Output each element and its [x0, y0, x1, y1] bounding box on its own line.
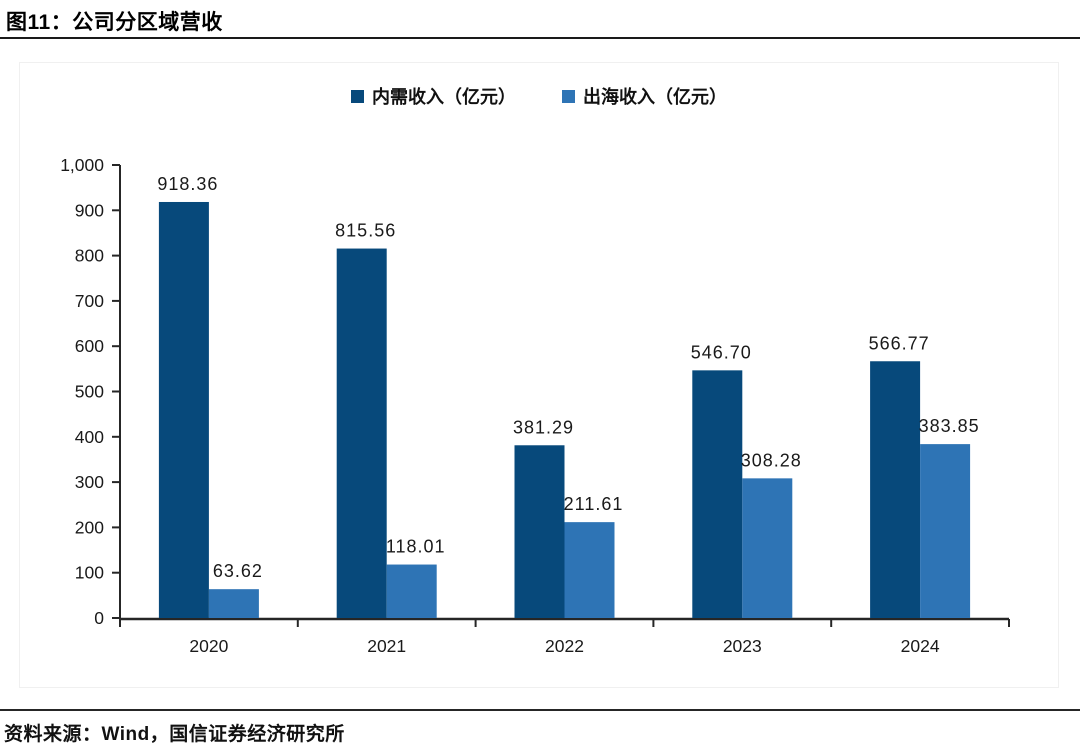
y-tick-label: 0	[94, 608, 104, 628]
x-category-label: 2020	[189, 636, 228, 656]
x-category-label: 2024	[901, 636, 940, 656]
data-label: 211.61	[564, 494, 624, 514]
data-label: 118.01	[386, 537, 446, 557]
legend-item: 内需收入（亿元）	[351, 83, 516, 109]
data-label: 566.77	[869, 333, 930, 353]
footer-divider	[0, 709, 1080, 711]
data-label: 381.29	[513, 417, 574, 437]
bar-内需收入（亿元）-2023	[692, 370, 743, 618]
y-tick-label: 200	[75, 517, 104, 537]
y-tick-label: 900	[75, 200, 104, 220]
data-label: 918.36	[157, 174, 218, 194]
source-note: 资料来源：Wind，国信证券经济研究所	[4, 724, 345, 745]
y-tick-label: 100	[75, 563, 104, 583]
chart-panel: 内需收入（亿元） 出海收入（亿元） 0 100 200 300 400 500 600 700 8…	[19, 62, 1059, 688]
data-label: 546.70	[691, 342, 752, 362]
bar-chart: 0 100 200 300 400 500 600 700 800 900 1,000 918.36 6…	[60, 155, 1010, 656]
x-category-label: 2023	[723, 636, 762, 656]
bar-内需收入（亿元）-2021	[336, 248, 387, 618]
y-tick-label: 700	[75, 291, 104, 311]
bar-出海收入（亿元）-2022	[564, 522, 615, 618]
y-tick-label: 500	[75, 382, 104, 402]
bar-内需收入（亿元）-2024	[870, 361, 921, 618]
y-tick-label: 600	[75, 336, 104, 356]
data-label: 383.85	[919, 416, 980, 436]
title-divider	[0, 37, 1080, 39]
bar-出海收入（亿元）-2023	[742, 478, 793, 618]
y-tick-label: 400	[75, 427, 104, 447]
legend-swatch	[562, 89, 575, 103]
bar-出海收入（亿元）-2021	[386, 564, 437, 618]
y-tick-label: 800	[75, 246, 104, 266]
bar-内需收入（亿元）-2020	[158, 201, 209, 619]
figure-title: 图11：公司分区域营收	[6, 11, 223, 34]
legend-swatch	[351, 89, 364, 103]
bar-出海收入（亿元）-2024	[920, 444, 971, 618]
legend-label: 出海收入（亿元）	[583, 87, 727, 107]
x-category-label: 2022	[545, 636, 584, 656]
data-label: 63.62	[213, 561, 263, 581]
y-tick-label: 300	[75, 472, 104, 492]
data-label: 815.56	[335, 221, 396, 241]
chart-legend: 内需收入（亿元） 出海收入（亿元）	[20, 83, 1058, 109]
y-tick-label: 1,000	[60, 155, 104, 175]
data-label: 308.28	[741, 450, 802, 470]
bar-出海收入（亿元）-2020	[208, 589, 259, 618]
legend-label: 内需收入（亿元）	[372, 87, 516, 107]
legend-item: 出海收入（亿元）	[562, 83, 727, 109]
x-category-label: 2021	[367, 636, 406, 656]
bar-内需收入（亿元）-2022	[514, 445, 565, 618]
